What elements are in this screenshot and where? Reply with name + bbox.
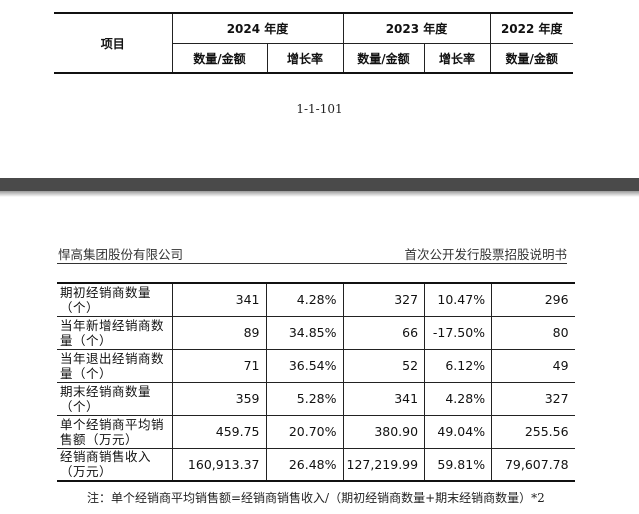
value-2024: 160,913.37	[171, 447, 267, 482]
value-2023: 327	[342, 282, 426, 317]
growth-2023: 4.28%	[424, 381, 493, 416]
table-row: 单个经销商平均销售额（万元） 459.75 20.70% 380.90 49.04% 25…	[57, 414, 575, 449]
row-label: 当年新增经销商数量（个）	[57, 315, 173, 350]
year-2022-header: 2022 年度	[489, 12, 573, 44]
value-2022: 80	[491, 315, 575, 350]
growth-rate-header-2023: 增长率	[423, 43, 491, 74]
table-row: 当年退出经销商数量（个） 71 36.54% 52 6.12% 49	[57, 348, 575, 383]
growth-rate-header-2024: 增长率	[266, 43, 344, 74]
document-title-header: 首次公开发行股票招股说明书	[404, 247, 567, 262]
page-separator-shadow	[0, 191, 639, 197]
value-2023: 127,219.99	[342, 447, 426, 482]
value-2023: 341	[342, 381, 426, 416]
value-2022: 296	[491, 282, 575, 317]
value-2022: 79,607.78	[491, 447, 575, 482]
distributor-data-table: 期初经销商数量（个） 341 4.28% 327 10.47% 296 当年新增经销商数量（…	[57, 282, 575, 482]
year-2024-header: 2024 年度	[171, 12, 344, 44]
page-separator	[0, 178, 639, 191]
value-2023: 52	[342, 348, 426, 383]
growth-2024: 34.85%	[265, 315, 344, 350]
value-2022: 255.56	[491, 414, 575, 449]
page-number: 1-1-101	[296, 102, 343, 116]
table-row: 期末经销商数量（个） 359 5.28% 341 4.28% 327	[57, 381, 575, 416]
item-column-header: 项目	[54, 12, 173, 74]
growth-2024: 26.48%	[265, 447, 344, 482]
value-2024: 89	[171, 315, 267, 350]
growth-2023: 49.04%	[424, 414, 493, 449]
growth-2024: 4.28%	[265, 282, 344, 317]
growth-2024: 5.28%	[265, 381, 344, 416]
growth-2023: 59.81%	[424, 447, 493, 482]
value-2024: 359	[171, 381, 267, 416]
row-label: 当年退出经销商数量（个）	[57, 348, 173, 383]
value-2023: 66	[342, 315, 426, 350]
row-label: 单个经销商平均销售额（万元）	[57, 414, 173, 449]
growth-2023: -17.50%	[424, 315, 493, 350]
growth-2023: 6.12%	[424, 348, 493, 383]
quantity-amount-header-2022: 数量/金额	[489, 43, 573, 74]
table-row: 经销商销售收入（万元） 160,913.37 26.48% 127,219.99 59.…	[57, 447, 575, 482]
company-name-header: 悍高集团股份有限公司	[58, 247, 184, 262]
value-2024: 71	[171, 348, 267, 383]
previous-page-table-header: 项目 2024 年度 2023 年度 2022 年度 数量/金额 增长率 数量/…	[54, 12, 573, 74]
quantity-amount-header-2024: 数量/金额	[171, 43, 268, 74]
growth-2023: 10.47%	[424, 282, 493, 317]
value-2022: 327	[491, 381, 575, 416]
table-footnote: 注：单个经销商平均销售额=经销商销售收入/（期初经销商数量+期末经销商数量）*2	[87, 491, 545, 505]
row-label: 经销商销售收入（万元）	[57, 447, 173, 482]
quantity-amount-header-2023: 数量/金额	[342, 43, 425, 74]
growth-2024: 36.54%	[265, 348, 344, 383]
growth-2024: 20.70%	[265, 414, 344, 449]
row-label: 期末经销商数量（个）	[57, 381, 173, 416]
value-2024: 459.75	[171, 414, 267, 449]
table-row: 当年新增经销商数量（个） 89 34.85% 66 -17.50% 80	[57, 315, 575, 350]
value-2023: 380.90	[342, 414, 426, 449]
value-2024: 341	[171, 282, 267, 317]
value-2022: 49	[491, 348, 575, 383]
row-label: 期初经销商数量（个）	[57, 282, 173, 317]
table-row: 期初经销商数量（个） 341 4.28% 327 10.47% 296	[57, 282, 575, 317]
header-rule	[57, 263, 567, 264]
year-2023-header: 2023 年度	[342, 12, 491, 44]
